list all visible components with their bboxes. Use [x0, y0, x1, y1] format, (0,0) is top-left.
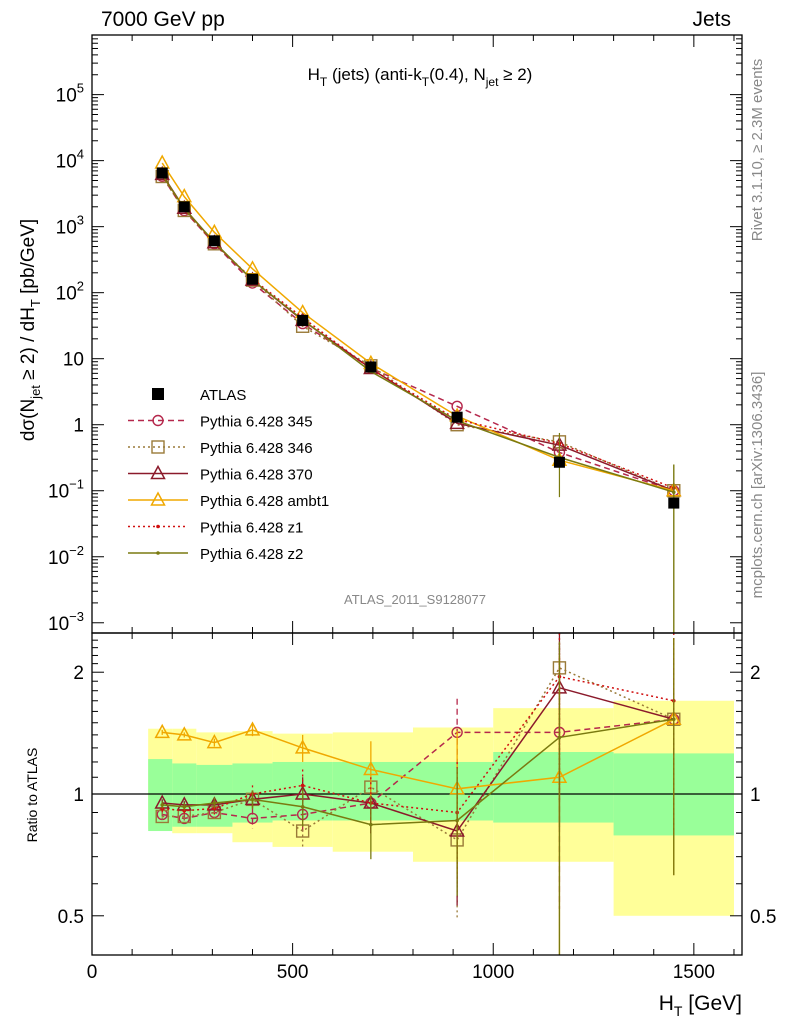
- main-marker-0-6: [451, 400, 463, 413]
- main-ytick-label: 103: [56, 213, 84, 239]
- ratio-ytick-label: 2: [73, 663, 84, 684]
- ratio-marker-3-2: [206, 734, 223, 749]
- main-ytick-label: 104: [56, 147, 84, 173]
- legend-label-1: Pythia 6.428 346: [200, 440, 313, 457]
- legend-label-2: Pythia 6.428 370: [200, 467, 313, 484]
- legend-marker-1: [151, 440, 165, 454]
- main-ytick-label: 10: [63, 350, 84, 371]
- data-point-3: [246, 273, 258, 285]
- header-right: Jets: [692, 8, 731, 31]
- legend-marker-4: [156, 524, 160, 529]
- x-axis-label: HT [GeV]: [659, 992, 742, 1019]
- main-ylabel: dσ(Njet ≥ 2) / dHT [pb/GeV]: [18, 219, 43, 441]
- ratio-marker-3-4: [294, 739, 311, 754]
- legend-marker-5: [156, 551, 160, 555]
- ratio-series-layer: [154, 633, 682, 955]
- data-point-0: [156, 167, 168, 179]
- ratio-marker-5-0: [160, 803, 165, 807]
- analysis-watermark: ATLAS_2011_S9128077: [344, 592, 486, 607]
- chart-title: HT (jets) (anti-kT(0.4), Njet ≥ 2): [308, 65, 533, 89]
- axes-layer: 0 500 1000 1500 10−3 10−2 10−1 1 10 102 103 104 105 0…: [48, 34, 776, 983]
- data-point-7: [553, 456, 565, 468]
- legend-marker-0: [152, 414, 164, 427]
- ratio-marker-5-7: [557, 735, 562, 740]
- legend-label-3: Pythia 6.428 ambt1: [200, 493, 329, 510]
- data-point-6: [451, 411, 463, 423]
- ratio-marker-5-1: [182, 804, 187, 809]
- ratio-marker-5-3: [250, 797, 255, 802]
- ratio-marker-4-4: [300, 783, 305, 788]
- main-ytick-label: 10−3: [48, 609, 84, 635]
- ratio-marker-5-8: [671, 717, 676, 722]
- legend-marker-3: [150, 491, 166, 506]
- ratio-marker-3-1: [176, 726, 193, 741]
- ratio-marker-5-2: [212, 801, 217, 805]
- ratio-series-5: [160, 637, 676, 955]
- ratio-ytick-label: 0.5: [58, 907, 84, 928]
- mcplots-label: mcplots.cern.ch [arXiv:1306.3436]: [749, 372, 766, 599]
- main-ytick-label: 102: [56, 279, 84, 305]
- header-left: 7000 GeV pp: [101, 8, 225, 31]
- legend: ATLAS Pythia 6.428 345 Pythia 6.428 346 Pyt…: [128, 387, 329, 563]
- inner-band-6: [412, 761, 494, 821]
- data-point-8: [668, 497, 680, 509]
- ratio-marker-3-0: [154, 723, 170, 739]
- data-point-5: [365, 361, 377, 373]
- main-ytick-label: 10−1: [48, 477, 84, 503]
- ratio-marker-0-3: [246, 812, 259, 825]
- ratio-marker-5-5: [369, 822, 373, 827]
- data-point-1: [178, 201, 190, 213]
- legend-label-0: Pythia 6.428 345: [200, 414, 313, 431]
- rivet-label: Rivet 3.1.10, ≥ 2.3M events: [749, 59, 766, 242]
- ratio-ylabel: Ratio to ATLAS: [24, 748, 40, 843]
- main-ytick-label: 105: [56, 81, 84, 107]
- main-series-layer: [154, 154, 682, 633]
- data-point-2: [208, 235, 220, 247]
- main-ytick-label: 10−2: [48, 543, 84, 569]
- ratio-ytick-label-right: 2: [750, 663, 761, 684]
- x-tick-label: 500: [277, 962, 309, 983]
- main-ytick-label: 1: [73, 416, 84, 437]
- ratio-ytick-label-right: 1: [750, 785, 761, 806]
- ratio-marker-5-4: [300, 804, 305, 809]
- ratio-ytick-label-right: 0.5: [750, 907, 776, 928]
- ratio-marker-5-6: [455, 818, 459, 823]
- ratio-ytick-label: 1: [73, 785, 84, 806]
- inner-band-2: [196, 764, 233, 827]
- legend-marker-atlas: [152, 388, 164, 400]
- legend-label-atlas: ATLAS: [200, 387, 246, 404]
- inner-band-5: [332, 761, 413, 821]
- main-frame: [91, 34, 743, 634]
- legend-marker-2: [150, 464, 166, 480]
- x-tick-label: 1500: [673, 962, 715, 983]
- ratio-marker-3-3: [244, 721, 261, 736]
- x-tick-label: 1000: [472, 962, 514, 983]
- ratio-marker-3-5: [363, 760, 379, 776]
- legend-label-4: Pythia 6.428 z1: [200, 520, 303, 537]
- legend-label-5: Pythia 6.428 z2: [200, 546, 303, 563]
- x-tick-label: 0: [87, 962, 98, 983]
- inner-band-7: [493, 752, 614, 823]
- data-point-4: [297, 314, 309, 326]
